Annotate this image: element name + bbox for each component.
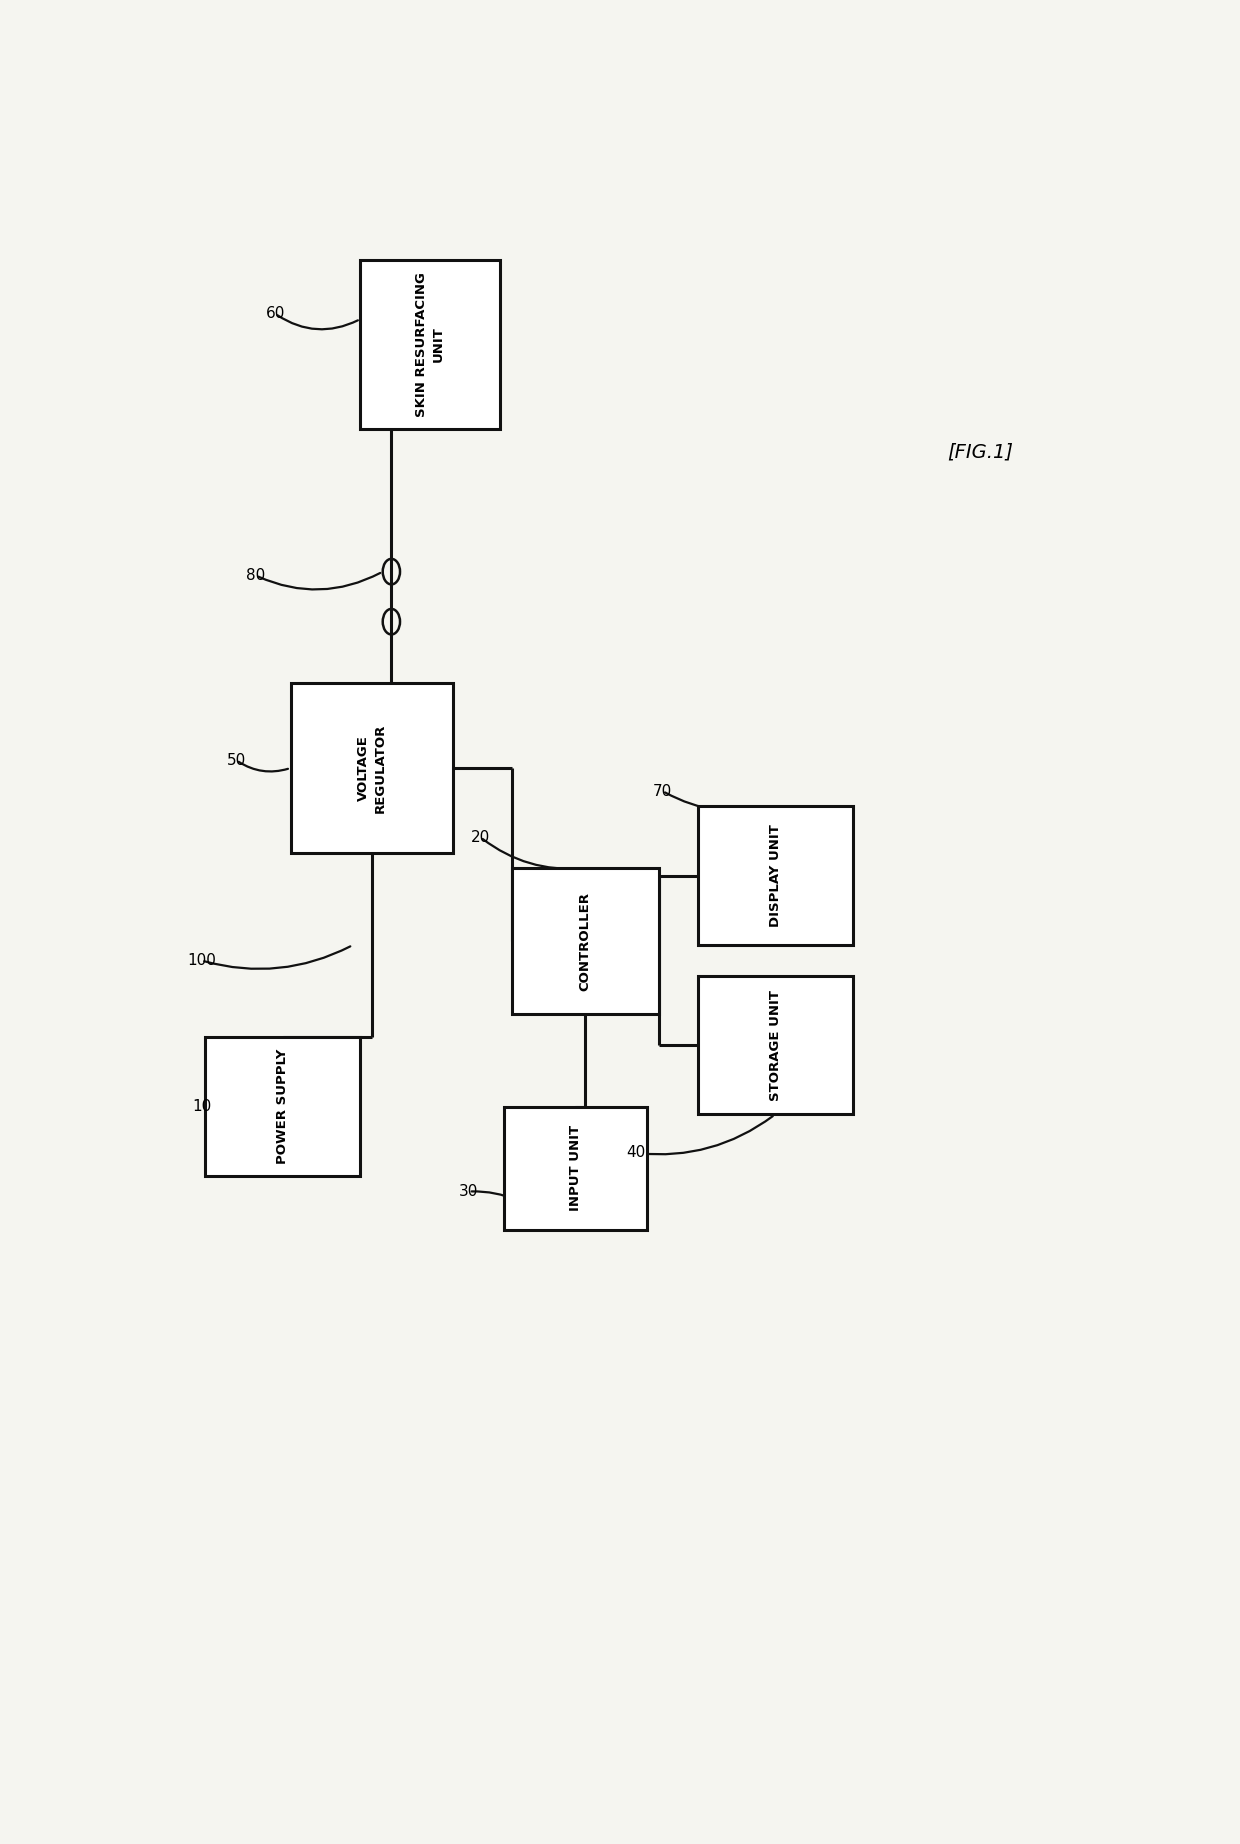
Text: INPUT UNIT: INPUT UNIT: [569, 1125, 582, 1212]
Text: 30: 30: [459, 1184, 479, 1199]
Text: DISPLAY UNIT: DISPLAY UNIT: [769, 824, 781, 928]
Bar: [361, 260, 500, 430]
Text: SKIN RESURFACING
UNIT: SKIN RESURFACING UNIT: [415, 273, 445, 417]
Text: 100: 100: [187, 953, 216, 968]
Text: VOLTAGE
REGULATOR: VOLTAGE REGULATOR: [357, 723, 387, 813]
Text: 20: 20: [471, 830, 490, 845]
Bar: [697, 975, 853, 1114]
Bar: [697, 806, 853, 946]
Text: STORAGE UNIT: STORAGE UNIT: [769, 990, 781, 1101]
Bar: [290, 684, 454, 852]
Bar: [206, 1038, 361, 1176]
Text: POWER SUPPLY: POWER SUPPLY: [277, 1049, 289, 1164]
Bar: [511, 869, 658, 1014]
Text: 60: 60: [265, 306, 285, 321]
Text: 50: 50: [227, 752, 246, 767]
Text: [FIG.1]: [FIG.1]: [947, 443, 1013, 461]
Text: 70: 70: [653, 784, 672, 798]
Text: 10: 10: [192, 1099, 211, 1114]
Text: 80: 80: [246, 568, 265, 583]
Text: 40: 40: [626, 1145, 645, 1160]
Bar: [503, 1106, 647, 1230]
Text: CONTROLLER: CONTROLLER: [579, 892, 591, 990]
